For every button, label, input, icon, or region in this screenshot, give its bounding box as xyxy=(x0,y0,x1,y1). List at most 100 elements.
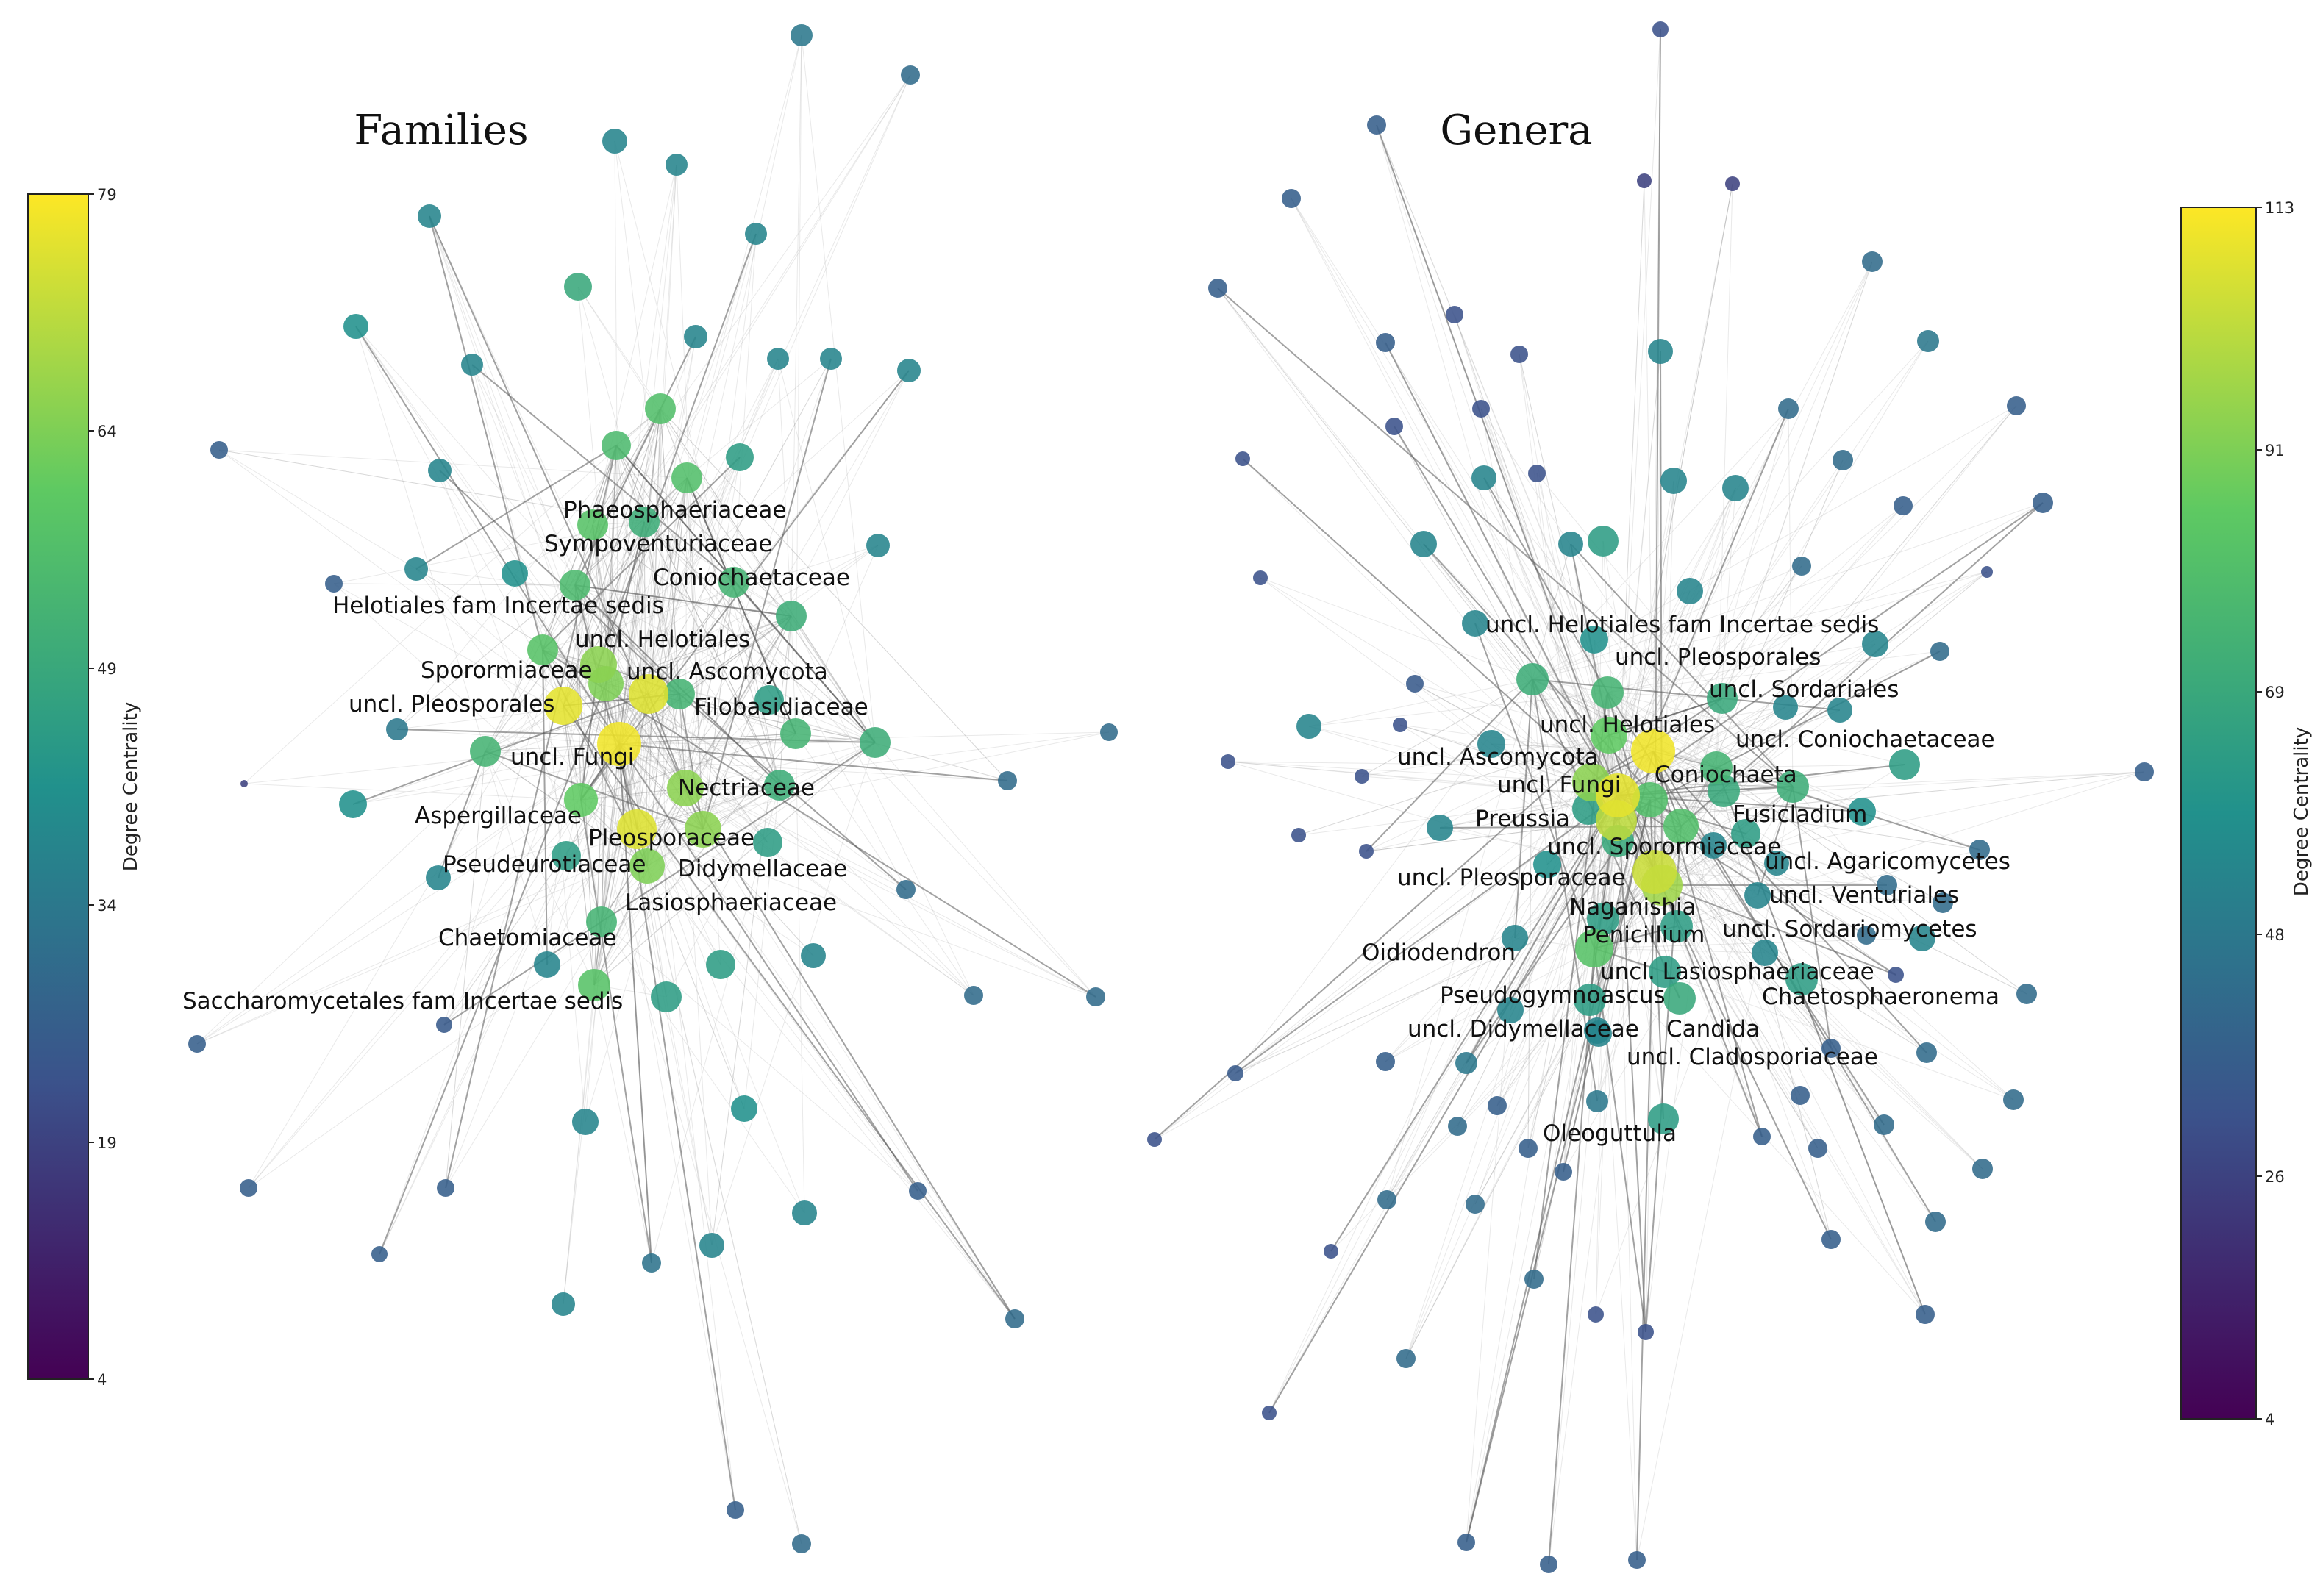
network-edge xyxy=(1617,795,1763,1137)
network-node xyxy=(502,560,528,587)
network-edge xyxy=(1291,198,1651,801)
network-node xyxy=(706,950,735,979)
network-edge xyxy=(1607,692,1758,896)
network-edge xyxy=(593,733,796,986)
network-edge xyxy=(1596,799,1651,1102)
node-label: Naganishia xyxy=(1569,894,1696,920)
cb-tick-label: 26 xyxy=(2265,1168,2285,1186)
network-edge xyxy=(679,693,704,830)
network-edge xyxy=(1519,354,1595,949)
network-edge xyxy=(1527,679,1533,1149)
network-node xyxy=(527,634,558,665)
network-node xyxy=(1916,1305,1935,1324)
network-node xyxy=(1253,570,1268,585)
network-node xyxy=(437,1179,454,1197)
network-node xyxy=(1778,398,1799,419)
network-edge xyxy=(615,445,876,743)
node-label: Helotiales fam Incertae sedis xyxy=(332,593,664,619)
network-node xyxy=(386,718,408,740)
network-edge xyxy=(685,477,688,789)
network-edge xyxy=(615,445,792,617)
network-edge xyxy=(563,445,617,706)
network-node xyxy=(1930,642,1949,661)
node-label: uncl. Sordariales xyxy=(1709,676,1899,703)
node-label: Nectriaceae xyxy=(678,775,815,801)
network-edge xyxy=(646,865,667,998)
network-edge xyxy=(1291,198,1619,796)
network-edge xyxy=(1617,795,1832,1049)
network-node xyxy=(602,129,627,154)
network-edge xyxy=(1527,679,1533,1149)
network-edge xyxy=(542,649,1008,781)
network-edge xyxy=(685,742,876,789)
network-node xyxy=(436,1017,452,1033)
network-edge xyxy=(1532,408,1789,680)
network-node xyxy=(754,685,784,715)
network-edge xyxy=(1757,786,1794,896)
network-edge xyxy=(601,336,696,923)
network-edge xyxy=(1457,795,1619,1127)
network-edge xyxy=(618,336,696,745)
network-edge xyxy=(618,743,1008,781)
network-edge xyxy=(546,693,680,965)
network-node xyxy=(1580,626,1608,654)
network-edge xyxy=(618,615,792,745)
network-edge xyxy=(686,477,907,890)
network-edge xyxy=(445,615,792,1189)
network-edge xyxy=(1268,820,1617,1414)
network-node xyxy=(629,674,668,714)
network-edge xyxy=(685,233,757,789)
network-edge xyxy=(485,683,607,752)
network-edge xyxy=(1616,820,1664,1120)
network-edge xyxy=(592,524,620,745)
network-edge xyxy=(1227,761,1717,768)
network-edge xyxy=(1242,458,1619,796)
network-node xyxy=(1446,306,1463,323)
network-edge xyxy=(396,729,620,745)
network-edge xyxy=(1405,734,1610,1359)
network-node xyxy=(651,981,682,1012)
network-node xyxy=(1471,465,1496,490)
network-node xyxy=(1631,729,1675,773)
network-edge xyxy=(574,584,582,801)
node-label: uncl. Fungi xyxy=(510,744,634,770)
network-edge xyxy=(1532,502,2044,680)
network-node xyxy=(1406,675,1424,693)
node-label: Candida xyxy=(1666,1016,1760,1042)
network-edge xyxy=(618,743,814,956)
network-edge xyxy=(485,751,648,867)
network-edge xyxy=(636,615,792,830)
network-edge xyxy=(563,408,661,1305)
network-edge xyxy=(196,799,582,1045)
network-edge xyxy=(577,286,661,409)
network-edge xyxy=(679,615,792,695)
network-edge xyxy=(801,35,876,743)
network-edge xyxy=(248,693,680,1189)
network-node xyxy=(1700,832,1727,859)
network-node xyxy=(1324,1244,1338,1259)
network-edge xyxy=(1716,571,1988,768)
network-node xyxy=(617,809,657,849)
node-label: Oidiodendron xyxy=(1362,940,1516,966)
network-edge xyxy=(1652,751,1777,864)
network-node xyxy=(1574,984,1606,1016)
network-edge xyxy=(1617,29,1661,796)
network-edge xyxy=(1154,786,1794,1140)
network-edge xyxy=(333,583,576,586)
network-edge xyxy=(1649,340,1929,801)
network-edge xyxy=(1617,764,1905,796)
network-edge xyxy=(196,829,704,1045)
network-edge xyxy=(618,743,1016,1320)
network-node xyxy=(1528,465,1546,482)
network-edge xyxy=(636,457,741,830)
families-nodes xyxy=(188,24,1118,1553)
network-node xyxy=(1262,1406,1277,1420)
network-node xyxy=(1827,698,1852,723)
network-edge xyxy=(618,521,645,745)
network-edge xyxy=(646,477,688,867)
network-edge xyxy=(1536,473,1794,787)
network-edge xyxy=(1474,795,1619,1205)
network-node xyxy=(1652,21,1669,37)
network-node xyxy=(572,1109,599,1135)
network-edge xyxy=(439,470,620,745)
